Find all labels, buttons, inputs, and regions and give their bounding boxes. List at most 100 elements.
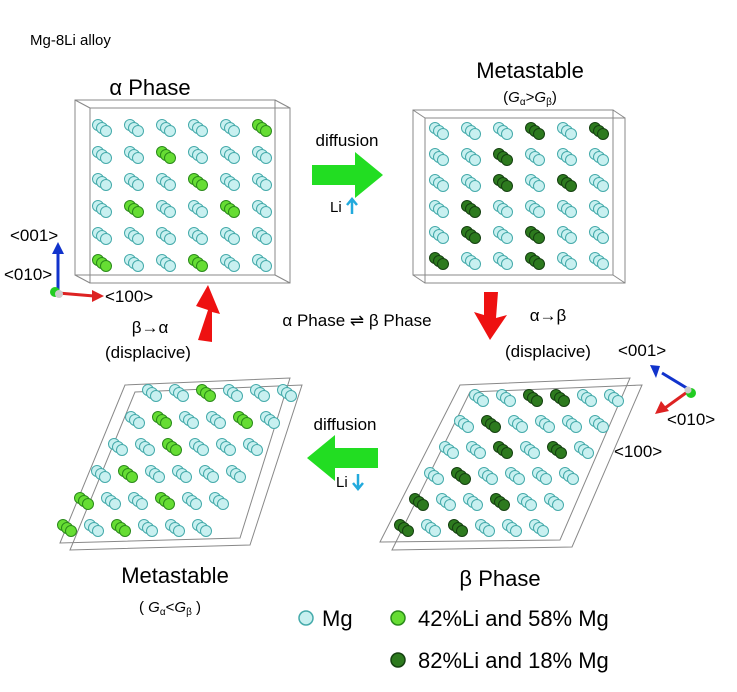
- atom: [533, 206, 545, 218]
- atom: [516, 421, 528, 433]
- atom: [533, 154, 545, 166]
- atom: [565, 206, 577, 218]
- atom: [533, 128, 545, 140]
- center-label: α Phase ⇌ β Phase: [282, 311, 431, 330]
- atom: [437, 154, 449, 166]
- atom: [164, 260, 176, 272]
- atom: [100, 152, 112, 164]
- atom: [510, 525, 522, 537]
- atom: [234, 471, 246, 483]
- atom: [200, 525, 212, 537]
- atom: [597, 180, 609, 192]
- atom: [459, 473, 471, 485]
- atom: [489, 421, 501, 433]
- atom: [132, 233, 144, 245]
- sub: α: [520, 97, 526, 108]
- atom: [469, 128, 481, 140]
- atom: [136, 498, 148, 510]
- arrow-label: diffusion: [313, 415, 376, 434]
- legend-label: Mg: [322, 606, 353, 631]
- atom: [228, 233, 240, 245]
- arrow-note: (displacive): [505, 342, 591, 361]
- atom: [437, 128, 449, 140]
- atom: [444, 499, 456, 511]
- atom: [177, 390, 189, 402]
- atom: [228, 125, 240, 137]
- atom: [513, 473, 525, 485]
- atom: [164, 233, 176, 245]
- g: G: [148, 599, 160, 616]
- atom: [196, 260, 208, 272]
- atom: [170, 444, 182, 456]
- atom: [196, 233, 208, 245]
- atom: [119, 525, 131, 537]
- atom: [196, 125, 208, 137]
- atom: [501, 128, 513, 140]
- atom: [173, 525, 185, 537]
- atom: [207, 471, 219, 483]
- up-arrow: [346, 197, 358, 214]
- arrow-diffusion: [312, 152, 383, 198]
- atom: [597, 154, 609, 166]
- arrow-displacive: [474, 292, 507, 340]
- atom: [483, 525, 495, 537]
- sub: β: [546, 97, 552, 108]
- arrow-note: (displacive): [105, 343, 191, 362]
- atom: [146, 525, 158, 537]
- atom: [132, 125, 144, 137]
- atom: [132, 206, 144, 218]
- atom: [109, 498, 121, 510]
- atom: [565, 180, 577, 192]
- atom: [565, 232, 577, 244]
- atom: [164, 125, 176, 137]
- atom: [164, 179, 176, 191]
- atom: [486, 473, 498, 485]
- axis-label: <010>: [4, 265, 52, 284]
- atom: [558, 395, 570, 407]
- legend-swatch: [298, 610, 314, 626]
- atom: [197, 444, 209, 456]
- atom: [100, 233, 112, 245]
- axis-label: <100>: [614, 442, 662, 461]
- atom: [160, 417, 172, 429]
- atom: [567, 473, 579, 485]
- atom: [187, 417, 199, 429]
- atom: [217, 498, 229, 510]
- atom: [597, 421, 609, 433]
- op: <: [166, 599, 175, 616]
- atom: [469, 154, 481, 166]
- panel-title: Metastable: [121, 563, 229, 588]
- atom: [417, 499, 429, 511]
- legend-swatch: [390, 652, 406, 668]
- atom: [565, 154, 577, 166]
- atom: [196, 179, 208, 191]
- atom: [585, 395, 597, 407]
- atom: [597, 232, 609, 244]
- atom: [474, 447, 486, 459]
- atom: [260, 233, 272, 245]
- atom: [100, 260, 112, 272]
- atom: [164, 152, 176, 164]
- atom: [241, 417, 253, 429]
- atom: [231, 390, 243, 402]
- atom: [447, 447, 459, 459]
- atom: [92, 525, 104, 537]
- panel-condition: ( Gα<Gβ ): [139, 599, 201, 618]
- box-alpha: [74, 99, 291, 284]
- atom: [196, 152, 208, 164]
- box-metastable-top: [412, 109, 626, 284]
- atom: [528, 447, 540, 459]
- atom: [533, 232, 545, 244]
- sub: α: [160, 607, 166, 618]
- atom: [469, 180, 481, 192]
- atom: [150, 390, 162, 402]
- atom: [204, 390, 216, 402]
- atoms: [57, 119, 624, 537]
- atom: [597, 128, 609, 140]
- atom: [540, 473, 552, 485]
- atom: [100, 125, 112, 137]
- atom: [190, 498, 202, 510]
- atom: [260, 125, 272, 137]
- atom: [224, 444, 236, 456]
